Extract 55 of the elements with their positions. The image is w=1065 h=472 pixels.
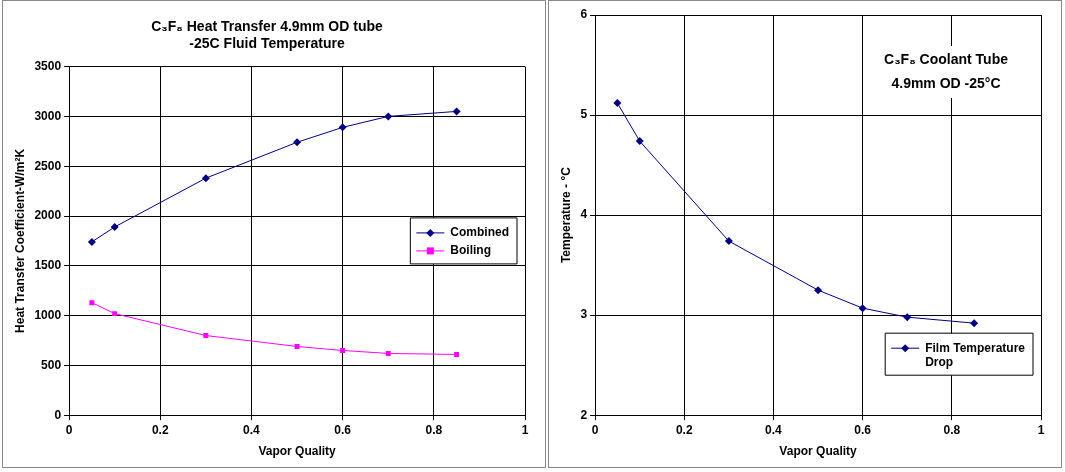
point: [87, 237, 96, 246]
x-tick-label: 0: [65, 422, 73, 437]
point: [293, 138, 302, 147]
x-tick-label: 0.2: [675, 422, 693, 437]
chart-title: C₃F₈ Heat Transfer 4.9mm OD tube -25C Fluid Temperature: [151, 18, 384, 52]
x-tick-label: 0.2: [151, 422, 169, 437]
y-tick-label: 1000: [34, 307, 62, 322]
point: [110, 222, 119, 231]
y-tick-label: 500: [41, 357, 62, 372]
point: [203, 333, 209, 338]
x-tick-label: 0.4: [765, 422, 783, 437]
legend-label: Film Temperature Drop: [925, 340, 1026, 369]
y-tick-label: 1500: [34, 258, 62, 273]
y-tick-label: 4: [580, 207, 588, 222]
y-tick-label: 3500: [34, 58, 62, 73]
y-axis-title: Heat Transfer Coefficient-W/m²K: [12, 148, 27, 333]
point: [903, 313, 912, 322]
x-tick-label: 1: [1037, 422, 1045, 437]
legend-label: Combined: [450, 225, 510, 240]
y-tick-label: 2: [580, 407, 588, 422]
x-tick-label: 0.6: [334, 422, 352, 437]
point: [340, 347, 346, 353]
x-tick-label: 0.8: [943, 422, 961, 437]
point: [724, 237, 733, 246]
x-tick-label: 0.6: [854, 422, 872, 437]
point: [89, 300, 95, 306]
point: [112, 311, 118, 317]
point: [814, 286, 823, 295]
point: [294, 344, 300, 349]
point: [385, 350, 391, 356]
x-tick-label: 1: [521, 422, 529, 437]
x-tick-label: 0: [591, 422, 599, 437]
point: [452, 107, 461, 116]
x-tick-label: 0.8: [425, 422, 443, 437]
point: [635, 137, 644, 146]
annotation: C₃F₈ Coolant Tube 4.9mm OD -25°C: [884, 50, 1009, 91]
x-axis-title: Vapor Quality: [258, 444, 337, 459]
y-tick-label: 3000: [34, 108, 62, 123]
x-axis-title: Vapor Quality: [779, 444, 858, 459]
y-tick-label: 5: [580, 107, 588, 122]
point: [970, 319, 979, 328]
y-tick-label: 2000: [34, 208, 62, 223]
y-tick-label: 2500: [34, 158, 62, 173]
y-tick-label: 0: [54, 407, 62, 422]
x-tick-label: 0.4: [243, 422, 261, 437]
y-tick-label: 3: [580, 307, 588, 322]
point: [613, 99, 622, 108]
point: [338, 123, 347, 132]
point: [454, 351, 460, 357]
y-tick-label: 6: [580, 7, 588, 22]
y-axis-title: Temperature - °C: [558, 166, 573, 264]
point: [858, 304, 867, 313]
point: [201, 174, 210, 183]
point: [384, 112, 393, 121]
legend-label: Boiling: [450, 243, 492, 258]
